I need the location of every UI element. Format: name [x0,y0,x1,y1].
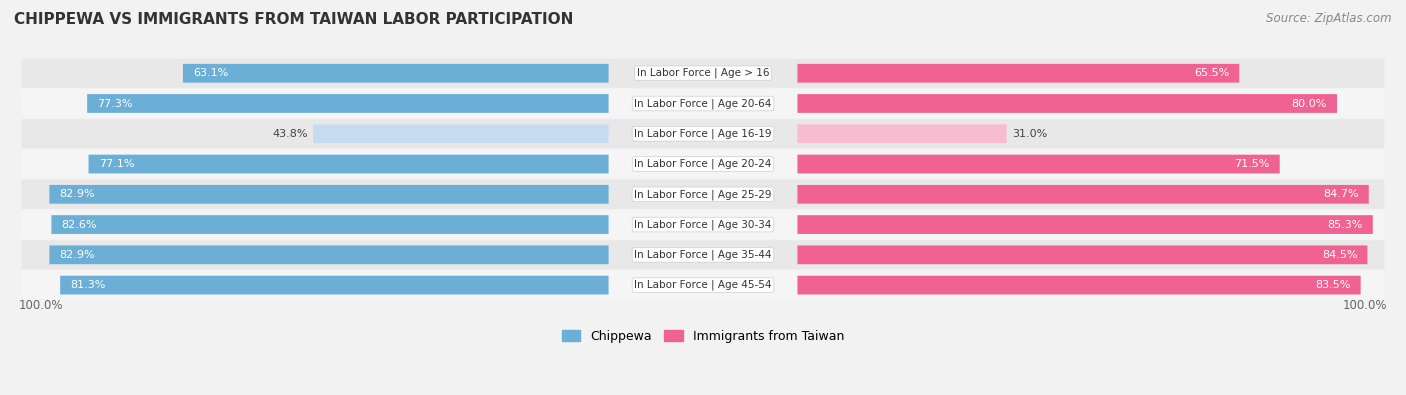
FancyBboxPatch shape [21,240,1385,269]
Text: 83.5%: 83.5% [1315,280,1351,290]
FancyBboxPatch shape [183,64,609,83]
Text: 31.0%: 31.0% [1012,129,1047,139]
Text: 77.3%: 77.3% [97,98,132,109]
Text: 82.9%: 82.9% [59,250,96,260]
Text: In Labor Force | Age 30-34: In Labor Force | Age 30-34 [634,219,772,230]
Text: 100.0%: 100.0% [18,299,63,312]
Text: In Labor Force | Age 35-44: In Labor Force | Age 35-44 [634,250,772,260]
Text: In Labor Force | Age 16-19: In Labor Force | Age 16-19 [634,128,772,139]
Text: 84.5%: 84.5% [1322,250,1357,260]
Text: 65.5%: 65.5% [1194,68,1229,78]
Text: 82.9%: 82.9% [59,189,96,199]
FancyBboxPatch shape [89,155,609,173]
FancyBboxPatch shape [797,155,1279,173]
Text: 100.0%: 100.0% [1343,299,1388,312]
Text: CHIPPEWA VS IMMIGRANTS FROM TAIWAN LABOR PARTICIPATION: CHIPPEWA VS IMMIGRANTS FROM TAIWAN LABOR… [14,12,574,27]
FancyBboxPatch shape [797,124,1007,143]
FancyBboxPatch shape [87,94,609,113]
FancyBboxPatch shape [21,119,1385,148]
Text: 82.6%: 82.6% [62,220,97,229]
FancyBboxPatch shape [49,185,609,204]
FancyBboxPatch shape [21,271,1385,300]
Text: Source: ZipAtlas.com: Source: ZipAtlas.com [1267,12,1392,25]
Text: 85.3%: 85.3% [1327,220,1362,229]
FancyBboxPatch shape [21,210,1385,239]
Legend: Chippewa, Immigrants from Taiwan: Chippewa, Immigrants from Taiwan [557,325,849,348]
Text: 43.8%: 43.8% [273,129,308,139]
FancyBboxPatch shape [49,245,609,264]
FancyBboxPatch shape [52,215,609,234]
FancyBboxPatch shape [797,94,1337,113]
FancyBboxPatch shape [797,245,1368,264]
Text: 71.5%: 71.5% [1234,159,1270,169]
FancyBboxPatch shape [60,276,609,295]
FancyBboxPatch shape [21,180,1385,209]
FancyBboxPatch shape [21,89,1385,118]
Text: 77.1%: 77.1% [98,159,134,169]
FancyBboxPatch shape [797,64,1239,83]
FancyBboxPatch shape [797,215,1372,234]
Text: In Labor Force | Age 20-64: In Labor Force | Age 20-64 [634,98,772,109]
Text: In Labor Force | Age 45-54: In Labor Force | Age 45-54 [634,280,772,290]
FancyBboxPatch shape [314,124,609,143]
FancyBboxPatch shape [21,150,1385,179]
Text: 63.1%: 63.1% [193,68,228,78]
Text: In Labor Force | Age 20-24: In Labor Force | Age 20-24 [634,159,772,169]
Text: In Labor Force | Age > 16: In Labor Force | Age > 16 [637,68,769,79]
Text: 81.3%: 81.3% [70,280,105,290]
FancyBboxPatch shape [797,185,1369,204]
Text: In Labor Force | Age 25-29: In Labor Force | Age 25-29 [634,189,772,199]
Text: 84.7%: 84.7% [1323,189,1358,199]
Text: 80.0%: 80.0% [1292,98,1327,109]
FancyBboxPatch shape [797,276,1361,295]
FancyBboxPatch shape [21,59,1385,88]
